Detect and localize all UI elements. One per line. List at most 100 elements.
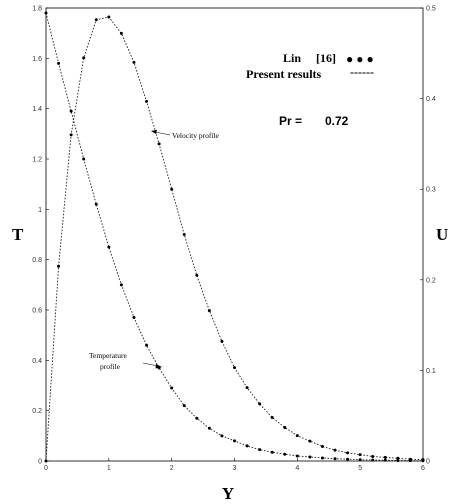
velocity-profile-point xyxy=(346,451,350,455)
temperature-profile-point xyxy=(358,458,362,462)
y-left-tick-label: 0.8 xyxy=(32,257,42,264)
series-points xyxy=(44,11,425,463)
temperature-profile-point xyxy=(145,343,149,347)
y-left-tick-label: 1.4 xyxy=(32,106,42,113)
x-axis-title: Y xyxy=(222,484,234,503)
x-tick-label: 3 xyxy=(233,465,237,472)
y-left-tick-label: 0.6 xyxy=(32,308,42,315)
velocity-profile-point xyxy=(207,309,211,313)
y-left-tick-label: 1 xyxy=(38,207,42,214)
x-tick-label: 5 xyxy=(358,465,362,472)
y-left-tick-label: 0.2 xyxy=(32,408,42,415)
parameter-label: Pr = xyxy=(279,114,302,128)
temperature-profile-point xyxy=(233,439,236,443)
velocity-profile-point xyxy=(195,273,199,277)
temperature-profile-point xyxy=(94,202,98,206)
velocity-profile-point xyxy=(44,459,48,463)
temperature-profile-point xyxy=(270,450,274,454)
velocity-profile-point xyxy=(82,56,86,60)
temperature-profile-point xyxy=(170,386,174,390)
velocity-profile-point xyxy=(132,60,136,64)
y-left-tick-label: 0.4 xyxy=(32,358,42,365)
temperature-profile-point xyxy=(69,109,73,113)
x-tick-label: 1 xyxy=(107,465,111,472)
temperature-profile-point xyxy=(320,456,324,460)
y-right-tick-label: 0.4 xyxy=(426,96,436,103)
y-left-tick-label: 1.6 xyxy=(32,56,42,63)
y-left-tick-label: 1.2 xyxy=(32,157,42,164)
temperature-profile-point xyxy=(220,434,224,438)
velocity-arrow xyxy=(154,131,171,136)
y-left-tick-label: 0 xyxy=(38,459,42,466)
velocity-profile-point xyxy=(258,402,262,406)
temperature-profile-point xyxy=(207,426,211,430)
velocity-profile-point xyxy=(94,18,98,22)
velocity-arrowhead xyxy=(151,129,157,134)
temperature-profile-point xyxy=(44,11,48,15)
temperature-profile-point xyxy=(119,283,123,287)
velocity-profile-point xyxy=(69,133,73,137)
x-tick-label: 4 xyxy=(295,465,299,472)
temperature-profile-point xyxy=(107,245,111,249)
velocity-profile-point xyxy=(157,142,161,146)
y-right-tick-label: 0 xyxy=(426,459,430,466)
temperature-profile-point xyxy=(132,316,136,320)
velocity-profile-point xyxy=(383,455,387,459)
temperature-profile-point xyxy=(383,458,387,462)
legend-reference-marker: ● ● ● xyxy=(346,52,374,66)
velocity-profile-point xyxy=(308,439,312,443)
velocity-profile-point xyxy=(57,264,61,268)
temperature-arrowhead xyxy=(155,364,162,369)
temperature-annotation: Temperature profile xyxy=(89,351,162,371)
legend-reference-label: Lin xyxy=(283,51,301,65)
velocity-profile-point xyxy=(408,457,412,461)
temperature-profile-point xyxy=(295,454,299,458)
temperature-profile-point xyxy=(57,61,61,65)
y-right-tick-label: 0.1 xyxy=(426,368,436,375)
temperature-profile-point xyxy=(195,416,199,420)
temperature-profile-point xyxy=(371,458,375,462)
velocity-profile-point xyxy=(358,453,362,457)
velocity-profile-point xyxy=(233,366,236,370)
temperature-profile-point xyxy=(308,455,312,459)
velocity-label: Velocity profile xyxy=(172,131,220,140)
y-left-tick-label: 1.8 xyxy=(32,6,42,13)
velocity-profile-point xyxy=(119,31,123,35)
temperature-profile-point xyxy=(346,457,350,461)
legend: Lin [16] ● ● ● Present results ------ xyxy=(246,51,374,81)
temperature-profile-point xyxy=(245,444,249,448)
x-tick-label: 6 xyxy=(421,465,425,472)
velocity-profile-point xyxy=(220,339,224,343)
velocity-profile-point xyxy=(295,434,299,438)
legend-present-marker: ------ xyxy=(350,65,374,79)
y-right-tick-label: 0.2 xyxy=(426,277,436,284)
parameter-value: 0.72 xyxy=(325,114,349,128)
velocity-profile-point xyxy=(396,456,400,460)
velocity-profile-point xyxy=(145,99,149,103)
temperature-profile-point xyxy=(82,157,86,161)
temperature-profile-point xyxy=(396,459,400,462)
y-right-tick-label: 0.3 xyxy=(426,187,436,194)
temperature-label-line2: profile xyxy=(100,362,121,371)
y-axis-left-title: T xyxy=(12,225,24,244)
velocity-annotation: Velocity profile xyxy=(151,129,220,140)
velocity-profile-point xyxy=(107,15,111,19)
x-tick-label: 0 xyxy=(44,465,48,472)
velocity-profile-point xyxy=(283,425,287,429)
temperature-profile-point xyxy=(258,448,262,452)
temperature-profile-point xyxy=(283,452,287,456)
velocity-profile-point xyxy=(333,448,337,452)
velocity-profile-point xyxy=(320,445,324,448)
velocity-profile-point xyxy=(245,386,249,390)
axis-ticks: 0 1 2 3 4 5 600.20.40.60.811.21.41.61.800.10.2… xyxy=(32,6,436,473)
temperature-profile-point xyxy=(182,404,186,408)
velocity-profile-point xyxy=(270,416,274,420)
temperature-arrow xyxy=(142,362,159,367)
y-right-tick-label: 0.5 xyxy=(426,6,436,13)
velocity-profile-point xyxy=(371,454,375,458)
velocity-profile-point xyxy=(182,233,186,236)
y-axis-right-title: U xyxy=(436,225,448,244)
velocity-profile-point xyxy=(170,187,174,191)
